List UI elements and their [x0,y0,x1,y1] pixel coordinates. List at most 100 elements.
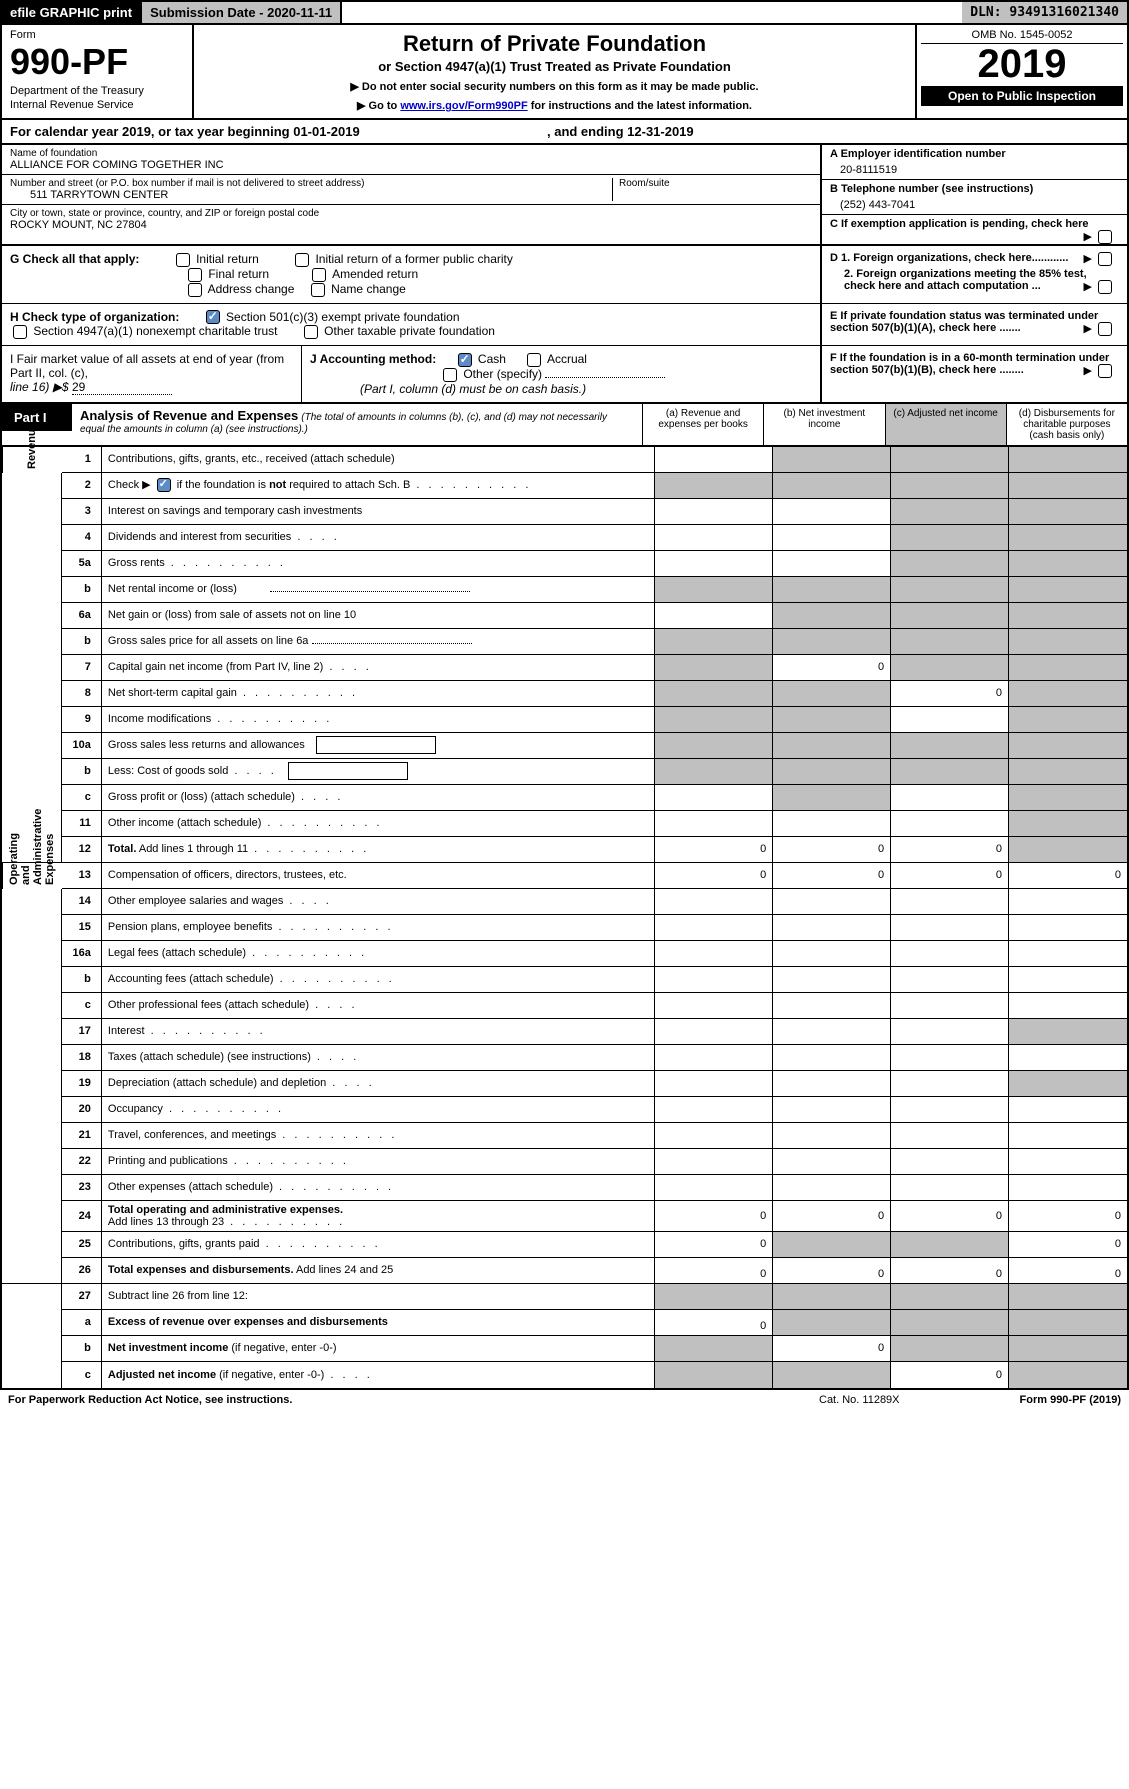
l2-checkbox[interactable] [157,478,171,492]
l26-b: 0 [773,1258,891,1284]
g-final: Final return [208,267,269,281]
j-label: J Accounting method: [310,352,436,366]
d-section: D 1. Foreign organizations, check here..… [822,246,1127,302]
ein-cell: A Employer identification number 20-8111… [822,145,1127,180]
c-cell: C If exemption application is pending, c… [822,215,1127,233]
line-27b: bNet investment income (if negative, ent… [2,1336,1127,1362]
line-9: 9Income modifications [2,707,1127,733]
col-b-hdr: (b) Net investment income [763,404,884,445]
col-a-hdr: (a) Revenue and expenses per books [642,404,763,445]
line-10c: cGross profit or (loss) (attach schedule… [2,785,1127,811]
form-title: Return of Private Foundation [200,31,909,57]
h-section: H Check type of organization: Section 50… [2,304,822,346]
cal-begin: For calendar year 2019, or tax year begi… [10,124,360,139]
gdef-block: G Check all that apply: Initial return I… [0,246,1129,404]
ein-value: 20-8111519 [830,160,1119,176]
e-label: E If private foundation status was termi… [830,310,1098,334]
addr-label: Number and street (or P.O. box number if… [10,178,612,189]
form-label: Form [10,29,184,41]
line-13: Operating and Administrative Expenses 13… [2,863,1127,889]
g-namechg: Name change [331,282,406,296]
j-accrual: Accrual [547,352,587,366]
addr-cell: Number and street (or P.O. box number if… [2,175,820,205]
d1-checkbox[interactable] [1098,252,1112,266]
tax-year: 2019 [921,44,1123,84]
city-cell: City or town, state or province, country… [2,205,820,234]
line-1: Revenue 1Contributions, gifts, grants, e… [2,447,1127,473]
dept-irs: Internal Revenue Service [10,99,184,111]
j-accrual-checkbox[interactable] [527,353,541,367]
line-24: 24Total operating and administrative exp… [2,1201,1127,1232]
line-5b: bNet rental income or (loss) [2,577,1127,603]
g-addrchg-checkbox[interactable] [188,283,202,297]
g-namechg-checkbox[interactable] [311,283,325,297]
line-19: 19Depreciation (attach schedule) and dep… [2,1071,1127,1097]
line-7: 7Capital gain net income (from Part IV, … [2,655,1127,681]
l25-a: 0 [655,1232,773,1258]
l24-b: 0 [773,1201,891,1232]
g-final-checkbox[interactable] [188,268,202,282]
j-other-checkbox[interactable] [443,368,457,382]
g-amended-checkbox[interactable] [312,268,326,282]
hint2-pre: ▶ Go to [357,100,400,112]
open-public: Open to Public Inspection [921,86,1123,106]
g-amended: Amended return [332,267,418,281]
l25-d: 0 [1009,1232,1127,1258]
h-other-checkbox[interactable] [304,325,318,339]
line-22: 22Printing and publications [2,1149,1127,1175]
h-501c3-checkbox[interactable] [206,310,220,324]
form-hint2: ▶ Go to www.irs.gov/Form990PF for instru… [200,99,909,112]
cal-end: , and ending 12-31-2019 [547,124,694,139]
l13-a: 0 [655,863,773,889]
d2-label: 2. Foreign organizations meeting the 85%… [844,268,1087,292]
line-5a: 5aGross rents [2,551,1127,577]
d2-checkbox[interactable] [1098,280,1112,294]
e-section: E If private foundation status was termi… [822,304,1127,346]
name-cell: Name of foundation ALLIANCE FOR COMING T… [2,145,820,175]
line-2: 2 Check ▶ if the foundation is not requi… [2,473,1127,499]
line-17: 17Interest [2,1019,1127,1045]
i-line16: line 16) ▶$ [10,380,72,394]
line-6b: bGross sales price for all assets on lin… [2,629,1127,655]
j-note: (Part I, column (d) must be on cash basi… [360,382,586,396]
hint2-post: for instructions and the latest informat… [528,100,752,112]
g-label: G Check all that apply: [10,252,139,266]
j-cash-checkbox[interactable] [458,353,472,367]
g-addrchg: Address change [208,282,295,296]
e-checkbox[interactable] [1098,322,1112,336]
j-section: J Accounting method: Cash Accrual Other … [302,346,820,402]
room-label: Room/suite [619,178,812,189]
line-12: 12Total. Add lines 1 through 11 000 [2,837,1127,863]
g-initial-former-checkbox[interactable] [295,253,309,267]
part1-header: Part I Analysis of Revenue and Expenses … [0,404,1129,447]
l12-b: 0 [773,837,891,863]
line-27: 27Subtract line 26 from line 12: [2,1284,1127,1310]
h-4947-checkbox[interactable] [13,325,27,339]
g-initial-checkbox[interactable] [176,253,190,267]
line-14: 14Other employee salaries and wages [2,889,1127,915]
part1-table: Revenue 1Contributions, gifts, grants, e… [0,447,1129,1390]
f-checkbox[interactable] [1098,364,1112,378]
d1-label: D 1. Foreign organizations, check here..… [830,252,1068,264]
line-8: 8Net short-term capital gain 0 [2,681,1127,707]
phone-value: (252) 443-7041 [830,195,1119,211]
line-16a: 16aLegal fees (attach schedule) [2,941,1127,967]
form-header: Form 990-PF Department of the Treasury I… [0,25,1129,120]
efile-print[interactable]: efile GRAPHIC print [2,2,142,23]
c-checkbox[interactable] [1098,230,1112,244]
line-27c: cAdjusted net income (if negative, enter… [2,1362,1127,1388]
line-25: 25Contributions, gifts, grants paid 00 [2,1232,1127,1258]
line-27a: aExcess of revenue over expenses and dis… [2,1310,1127,1336]
city-state-zip: ROCKY MOUNT, NC 27804 [10,219,812,231]
l24-a: 0 [655,1201,773,1232]
l13-c: 0 [891,863,1009,889]
line-11: 11Other income (attach schedule) [2,811,1127,837]
f-label: F If the foundation is in a 60-month ter… [830,352,1109,376]
header-center: Return of Private Foundation or Section … [192,25,917,118]
h-501c3: Section 501(c)(3) exempt private foundat… [226,310,459,324]
foundation-name: ALLIANCE FOR COMING TOGETHER INC [10,159,812,171]
irs-link[interactable]: www.irs.gov/Form990PF [400,100,527,112]
line-10a: 10aGross sales less returns and allowanc… [2,733,1127,759]
l26-a: 0 [655,1258,773,1284]
phone-label: B Telephone number (see instructions) [830,183,1119,195]
